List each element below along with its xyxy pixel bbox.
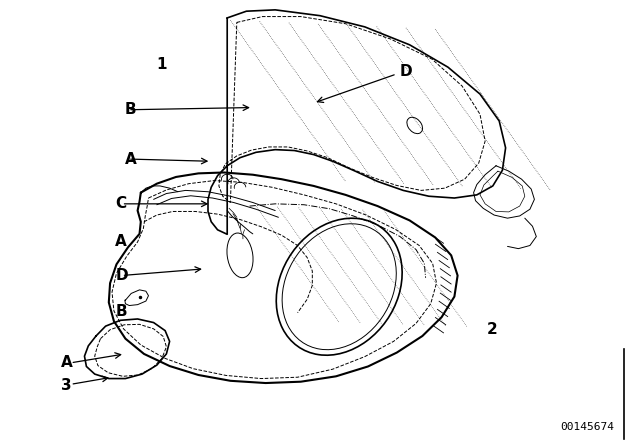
Text: D: D bbox=[400, 64, 413, 79]
Text: B: B bbox=[125, 102, 136, 117]
Text: 1: 1 bbox=[157, 57, 167, 73]
Text: 3: 3 bbox=[61, 378, 72, 393]
Text: C: C bbox=[115, 196, 126, 211]
Text: 00145674: 00145674 bbox=[561, 422, 614, 432]
Text: A: A bbox=[115, 234, 127, 250]
Text: D: D bbox=[115, 268, 128, 283]
Text: B: B bbox=[115, 304, 127, 319]
Text: A: A bbox=[125, 151, 136, 167]
Text: A: A bbox=[61, 355, 72, 370]
Text: 2: 2 bbox=[486, 322, 497, 337]
